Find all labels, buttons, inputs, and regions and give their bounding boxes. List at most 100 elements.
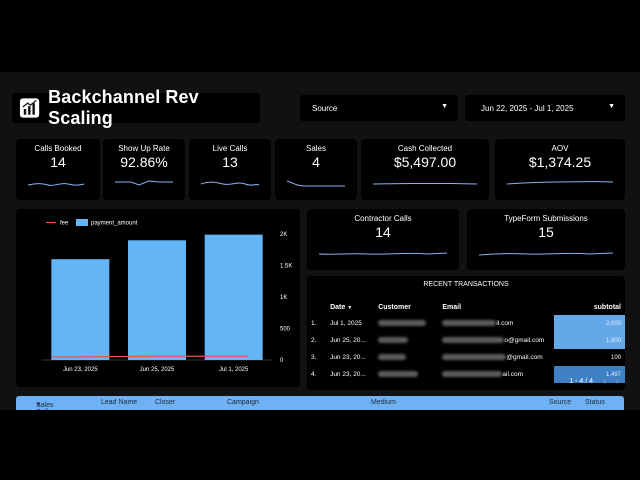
chevron-down-icon: ▼ [441, 103, 448, 110]
chart-logo-icon [19, 98, 40, 118]
bar [51, 259, 110, 360]
kpi-card-calls-booked: Calls Booked 14 [16, 139, 100, 200]
y-tick-label: 2K [280, 232, 287, 238]
row-subtotal: 100 [553, 349, 625, 366]
row-date: Jun 25, 20... [330, 337, 366, 344]
sparkline [506, 181, 614, 185]
recent-transactions-card: RECENT TRANSACTIONS Date ▼ Customer Emai… [307, 276, 625, 390]
payment-chart: 2K 1.5K 1K 500 0 Jun 23, 2025 Jun 25, 2025 Jul … [42, 219, 292, 373]
kpi-value: $5,497.00 [393, 154, 457, 170]
row-index: 2. [311, 337, 317, 344]
x-tick-label: Jun 25, 2025 [140, 367, 175, 373]
table-row[interactable]: 3. Jun 23, 20... @gmail.com 100 [307, 349, 625, 366]
kpi-label: AOV [551, 144, 569, 153]
row-email: @gmail.com [441, 349, 553, 366]
legend-payment-label: payment_amount [91, 221, 138, 227]
x-tick-label: Jul 1, 2025 [219, 367, 249, 373]
row-date: Jul 1, 2025 [330, 320, 362, 327]
table-row[interactable]: 2. Jun 25, 20... o@gmail.com 1,900 [307, 332, 625, 349]
column-header-status[interactable]: Status [585, 399, 605, 406]
table-row[interactable]: 4. Jun 23, 20... ail.com 1,497 [307, 366, 625, 383]
source-filter-label: Source [312, 103, 338, 113]
sparkline [286, 180, 345, 187]
dashboard-canvas: Backchannel Rev Scaling Source ▼ Jun 22,… [0, 72, 640, 410]
kpi-card-sales: Sales 4 [275, 139, 357, 200]
column-header-subtotal[interactable]: subtotal [593, 303, 621, 311]
row-date: Jun 23, 20... [330, 371, 366, 378]
row-index: 3. [311, 354, 317, 361]
sparkline [478, 252, 614, 256]
sparkline [27, 183, 85, 186]
prev-page-icon[interactable]: ‹ [603, 376, 606, 386]
page-title: Backchannel Rev Scaling [48, 87, 199, 128]
transactions-title: RECENT TRANSACTIONS [423, 281, 509, 288]
table-row[interactable]: 1. Jul 1, 2025 il.com 2,000 [307, 315, 625, 332]
row-customer [377, 315, 441, 332]
sort-desc-icon: ▼ [36, 402, 41, 408]
kpi-value: 4 [312, 154, 320, 170]
source-filter[interactable]: Source ▼ [300, 95, 458, 121]
payment-chart-card: 2K 1.5K 1K 500 0 Jun 23, 2025 Jun 25, 2025 Jul … [16, 209, 300, 387]
date-range-label: Jun 22, 2025 - Jul 1, 2025 [481, 103, 574, 113]
column-header-campaign[interactable]: Campaign [227, 399, 259, 406]
column-header-source[interactable]: Source [549, 399, 572, 406]
kpi-label: Live Calls [212, 144, 248, 153]
column-header-medium[interactable]: Medium [371, 399, 396, 406]
legend-payment-swatch [76, 219, 88, 226]
row-customer [377, 349, 441, 366]
kpi-value: 15 [538, 224, 554, 240]
row-subtotal: 1,900 [553, 332, 625, 349]
transactions-table: Date ▼ Customer Email subtotal 1. Jul 1, … [307, 299, 625, 383]
date-range-filter[interactable]: Jun 22, 2025 - Jul 1, 2025 ▼ [465, 95, 625, 121]
next-page-icon[interactable]: › [616, 376, 619, 386]
row-subtotal: 1,497 [553, 366, 625, 383]
column-header-customer[interactable]: Customer [378, 303, 411, 311]
kpi-value: 14 [375, 224, 391, 240]
row-subtotal: 2,000 [553, 315, 625, 332]
sparkline [200, 181, 260, 186]
chevron-down-icon: ▼ [608, 103, 615, 110]
row-customer [377, 332, 441, 349]
pagination: 1 - 4 / 4 ‹ › [569, 376, 619, 386]
row-email: il.com [441, 315, 553, 332]
fee-line [52, 355, 248, 358]
y-tick-label: 1K [280, 295, 287, 301]
column-header-closer[interactable]: Closer [155, 399, 176, 406]
column-header-lead-name[interactable]: Lead Name [101, 399, 138, 406]
kpi-label: Cash Collected [397, 144, 453, 153]
sparkline [115, 180, 173, 186]
row-email: o@gmail.com [441, 332, 553, 349]
row-index: 1. [311, 320, 317, 327]
sales-calls-table-header: Sales Call D... ▼ Lead Name Closer Campa… [16, 396, 624, 410]
title-bar: Backchannel Rev Scaling [12, 87, 260, 128]
kpi-value: 14 [50, 154, 66, 170]
kpi-label: Contractor Calls [354, 214, 412, 223]
kpi-card-live-calls: Live Calls 13 [189, 139, 271, 200]
sparkline [318, 252, 448, 255]
kpi-card-contractor-calls: Contractor Calls 14 [307, 209, 459, 270]
row-customer [377, 366, 441, 383]
row-index: 4. [311, 371, 317, 378]
x-tick-label: Jun 23, 2025 [63, 367, 98, 373]
column-header-date[interactable]: Date ▼ [330, 303, 353, 311]
kpi-value: $1,374.25 [528, 154, 592, 170]
kpi-label: Calls Booked [34, 144, 82, 153]
sort-desc-icon: ▼ [347, 304, 353, 311]
y-tick-label: 0 [280, 358, 284, 364]
y-tick-label: 500 [280, 327, 291, 333]
kpi-card-cash-collected: Cash Collected $5,497.00 [361, 139, 489, 200]
kpi-label: TypeForm Submissions [504, 214, 588, 223]
pagination-label: 1 - 4 / 4 [569, 377, 593, 385]
kpi-value: 92.86% [120, 154, 168, 170]
kpi-value: 13 [222, 154, 238, 170]
table-header-row: Date ▼ Customer Email subtotal [307, 299, 625, 315]
legend-fee-label: fee [60, 221, 69, 227]
kpi-card-typeform-submissions: TypeForm Submissions 15 [467, 209, 625, 270]
column-header-email[interactable]: Email [442, 303, 462, 311]
kpi-label: Sales [305, 144, 326, 153]
y-tick-label: 1.5K [280, 264, 292, 270]
kpi-card-aov: AOV $1,374.25 [495, 139, 625, 200]
kpi-card-show-up-rate: Show Up Rate 92.86% [103, 139, 185, 200]
row-email: ail.com [441, 366, 553, 383]
kpi-label: Show Up Rate [118, 144, 170, 153]
